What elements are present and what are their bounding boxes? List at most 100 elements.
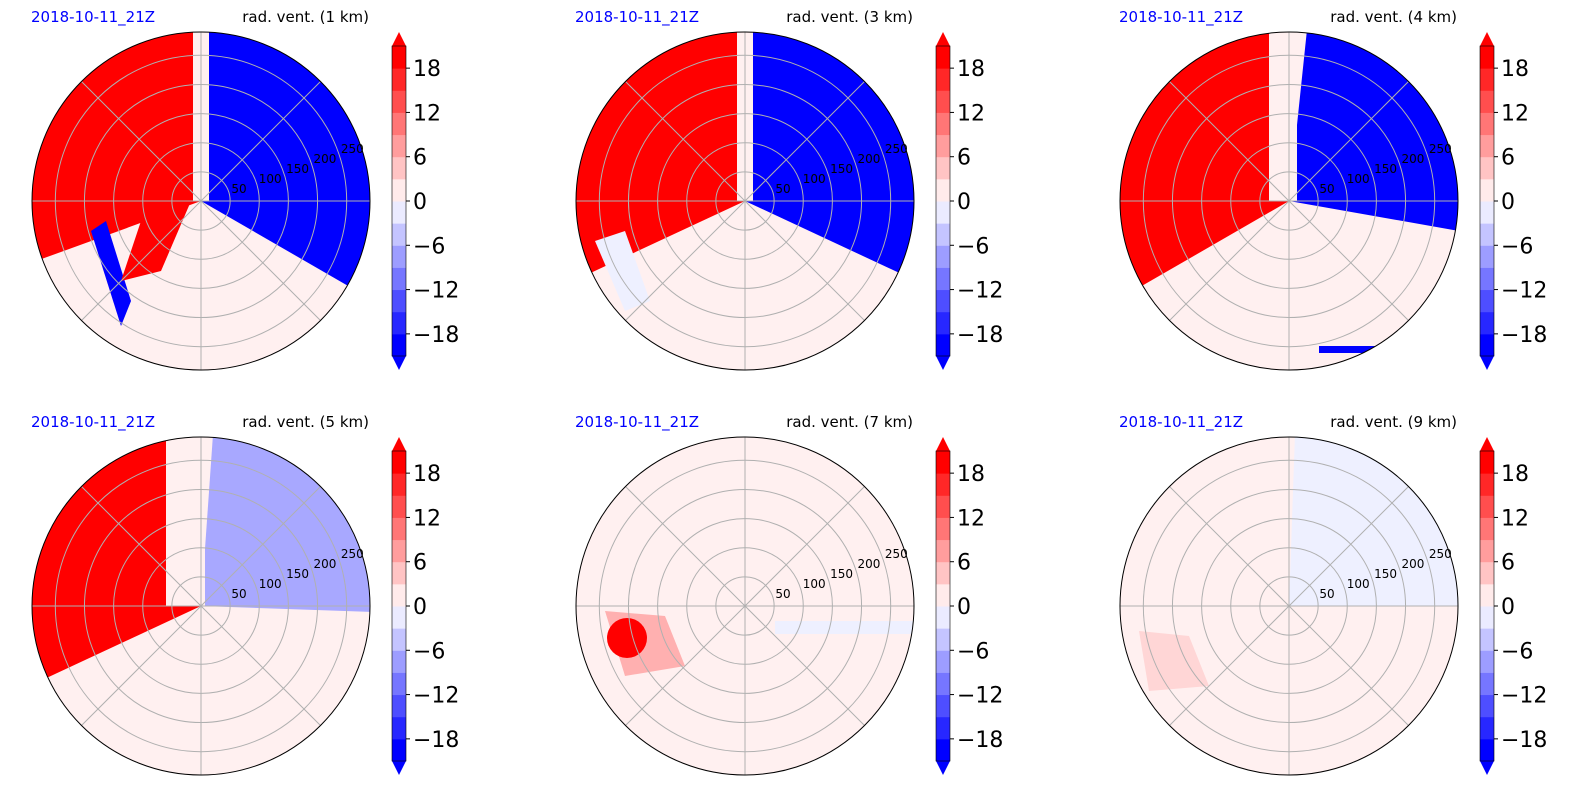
field-negative-east	[201, 32, 370, 286]
colorbar-level	[392, 333, 406, 357]
panel-title: rad. vent. (1 km)	[242, 8, 369, 26]
colorbar-tick-label: 18	[413, 462, 441, 487]
field-negative-east	[745, 437, 914, 612]
radial-tick-label: 200	[1402, 152, 1425, 166]
colorbar-tick-label: −6	[413, 639, 445, 664]
colorbar-tick-label: 0	[413, 190, 427, 215]
colorbar-max-arrow	[936, 437, 950, 451]
radial-tick-label: 150	[830, 162, 853, 176]
panel-date-label: 2018-10-11_21Z	[1119, 413, 1243, 432]
radial-tick-label: 150	[1374, 567, 1397, 581]
panel-title: rad. vent. (9 km)	[1330, 413, 1457, 431]
colorbar-tick-label: 0	[957, 190, 971, 215]
radial-tick-label: 200	[858, 152, 881, 166]
radial-tick-label: 250	[885, 142, 908, 156]
colorbar-level	[936, 178, 950, 202]
colorbar-level	[392, 583, 406, 607]
field-negative-east	[201, 437, 370, 612]
polar-panel-1: 2018-10-11_21Z rad. vent. (1 km) 50 100 150 2…	[31, 8, 459, 371]
colorbar: 18 12 6 0 −18 −12 −6	[1479, 32, 1547, 370]
colorbar-tick-label: −6	[1501, 234, 1533, 259]
field-negative-east	[1289, 32, 1458, 231]
colorbar-tick-label: −18	[957, 728, 1003, 753]
colorbar-level	[1480, 289, 1494, 313]
colorbar: 18 12 6 0 −18 −12 −6	[391, 437, 459, 775]
field-positive-lobe	[1139, 631, 1209, 691]
polar-frame	[1119, 31, 1459, 371]
grid-spoke	[200, 81, 321, 202]
colorbar-tick-label: 18	[413, 57, 441, 82]
colorbar-level	[936, 289, 950, 313]
radial-tick-label: 250	[1429, 547, 1452, 561]
colorbar-level	[1480, 134, 1494, 158]
grid-spoke	[1288, 200, 1409, 321]
radial-tick-label: 250	[885, 547, 908, 561]
colorbar-tick-label: 6	[957, 146, 971, 171]
colorbar-level	[1480, 223, 1494, 246]
colorbar: 18 12 6 0 −18 −12 −6	[391, 32, 459, 370]
grid-spoke	[744, 486, 865, 607]
polar-frame	[575, 436, 915, 776]
polar-frame	[31, 436, 371, 776]
field-negative-strip	[775, 621, 914, 634]
grid-spoke	[744, 200, 865, 321]
colorbar-level	[936, 68, 950, 91]
polar-plot-area: 50 100 150 200 250	[1119, 31, 1459, 371]
colorbar-min-arrow	[392, 761, 406, 775]
radial-tick-label: 150	[830, 567, 853, 581]
colorbar-tick-label: −12	[957, 279, 1003, 304]
colorbar-level	[1480, 650, 1494, 673]
colorbar-min-arrow	[1480, 356, 1494, 370]
colorbar-tick-label: −12	[1501, 279, 1547, 304]
colorbar-level	[1480, 539, 1494, 563]
colorbar-level	[1480, 90, 1494, 113]
colorbar-level	[392, 267, 406, 291]
colorbar-max-arrow	[392, 437, 406, 451]
grid-spoke	[625, 81, 746, 202]
panel-title: rad. vent. (4 km)	[1330, 8, 1457, 26]
radial-tick-label: 50	[231, 587, 246, 601]
colorbar-level	[1480, 473, 1494, 496]
radial-tick-label: 100	[1347, 172, 1370, 186]
colorbar-level	[392, 716, 406, 740]
field-positive-gap	[1269, 32, 1297, 201]
radial-tick-label: 250	[341, 142, 364, 156]
colorbar-level	[936, 650, 950, 673]
radial-tick-label: 150	[1374, 162, 1397, 176]
radial-tick-label: 250	[341, 547, 364, 561]
colorbar-tick-label: −18	[1501, 728, 1547, 753]
colorbar-level	[392, 289, 406, 313]
colorbar-level	[1480, 517, 1494, 541]
field-strong-blob	[607, 618, 647, 658]
colorbar-level	[392, 156, 406, 180]
radial-tick-label: 250	[1429, 142, 1452, 156]
polar-panel-5: 2018-10-11_21Z rad. vent. (7 km) 50 100 150 2…	[575, 413, 1003, 776]
radial-tick-label: 150	[286, 162, 309, 176]
grid-spoke	[1169, 605, 1290, 726]
polar-plot-area: 50 100 150 200 250	[575, 31, 915, 371]
radial-tick-label: 200	[314, 152, 337, 166]
colorbar-tick-label: 18	[957, 462, 985, 487]
colorbar-tick-label: 0	[1501, 595, 1515, 620]
colorbar-tick-label: 12	[1501, 101, 1529, 126]
colorbar-level	[936, 583, 950, 607]
colorbar-level	[1480, 201, 1494, 224]
grid-spoke	[625, 486, 746, 607]
colorbar-level	[936, 495, 950, 518]
colorbar-level	[936, 738, 950, 762]
colorbar-tick-label: 12	[1501, 506, 1529, 531]
polar-panel-2: 2018-10-11_21Z rad. vent. (3 km) 50 100 150 2…	[575, 8, 1003, 371]
colorbar-level	[1480, 451, 1494, 474]
grid-spoke	[1169, 200, 1290, 321]
colorbar-level	[392, 68, 406, 91]
grid-spoke	[1169, 486, 1290, 607]
grid-spoke	[81, 605, 202, 726]
colorbar-level	[392, 46, 406, 69]
colorbar-level	[1480, 606, 1494, 629]
colorbar-level	[392, 90, 406, 113]
grid-spoke	[1288, 605, 1409, 726]
colorbar-level	[392, 112, 406, 136]
colorbar-level	[1480, 561, 1494, 585]
grid-spoke	[1288, 486, 1409, 607]
